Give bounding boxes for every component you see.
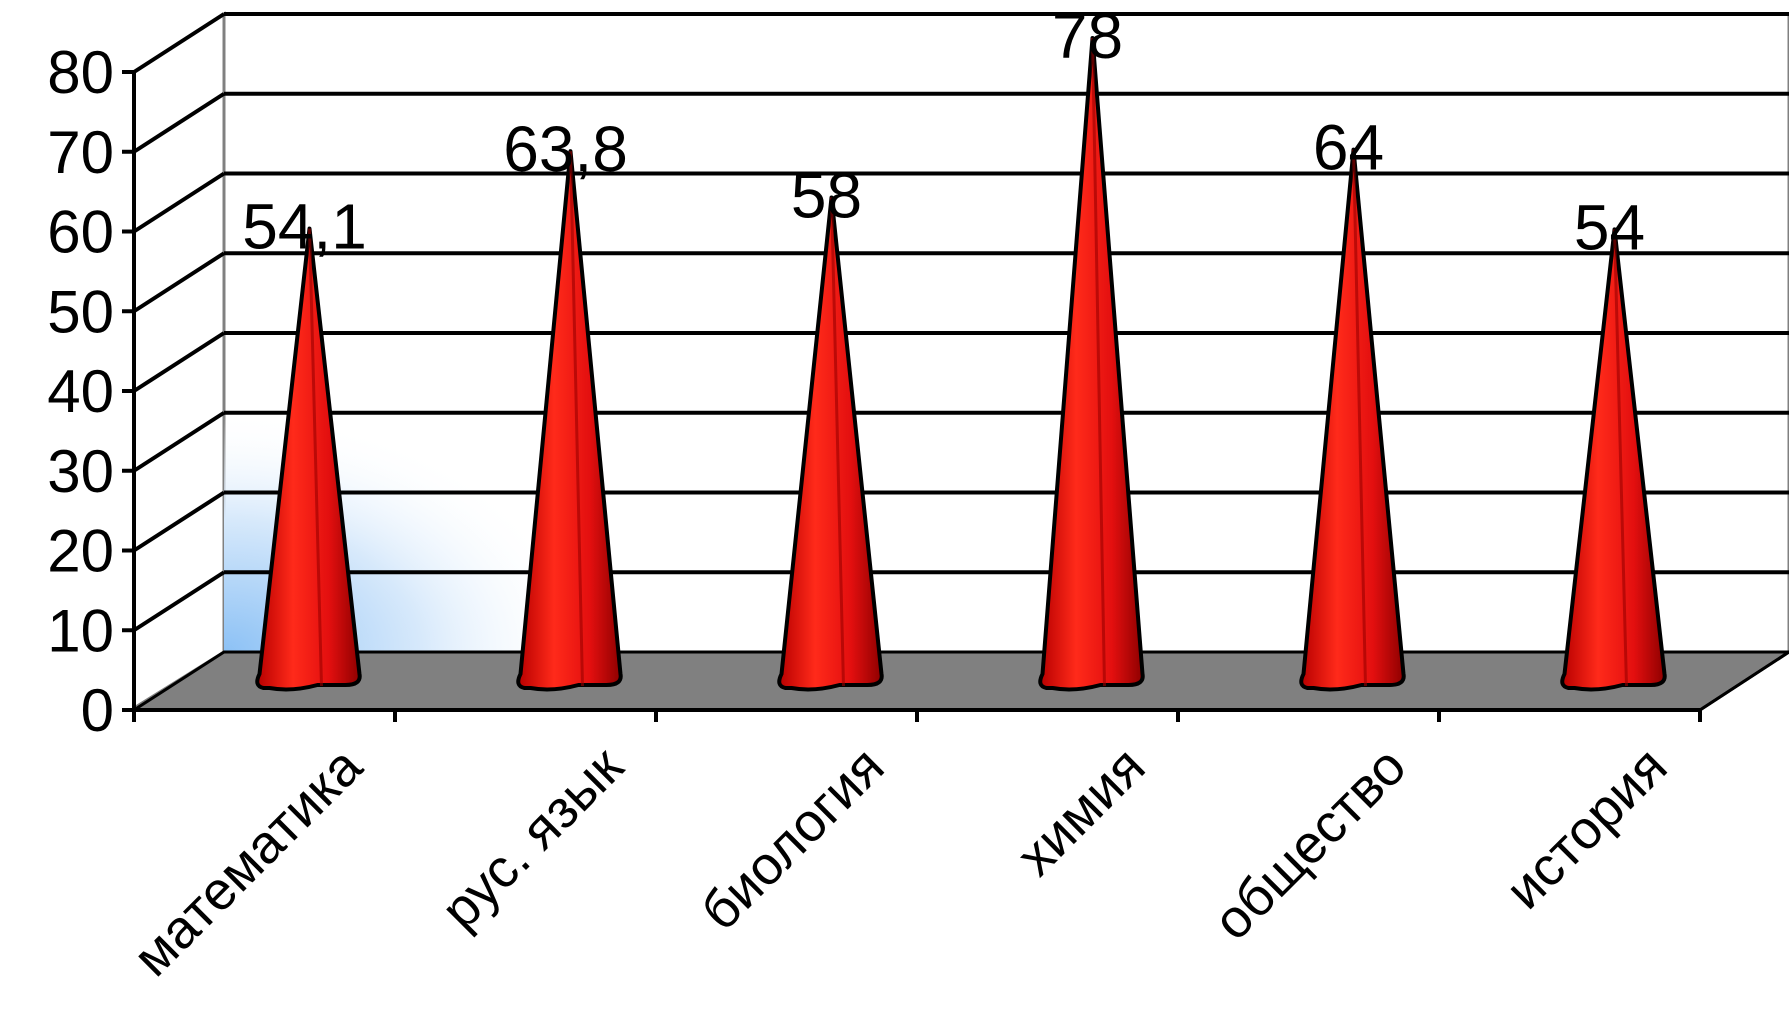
side-gridline-50 (132, 251, 226, 313)
cone-highlight-2 (830, 197, 845, 687)
y-tick-label-60: 60 (47, 199, 114, 266)
category-label-1: рус. язык (430, 736, 635, 941)
data-label-2: 58 (791, 159, 862, 231)
category-labels: математика рус. язык биология химия общество… (122, 735, 1679, 987)
category-label-0: математика (122, 735, 374, 987)
data-label-0: 54,1 (242, 191, 367, 263)
floor (128, 650, 1789, 712)
y-tick-label-20: 20 (47, 518, 114, 585)
cone-highlight-4 (1352, 149, 1367, 687)
cone-highlight-5 (1613, 229, 1628, 687)
cone-2 (777, 195, 884, 692)
cone-5 (1560, 227, 1667, 692)
cone-body-4 (1299, 147, 1406, 692)
y-tick-label-80: 80 (47, 39, 114, 106)
y-ticks: 0 10 20 30 40 50 60 70 80 (47, 39, 134, 744)
cone-body-3 (1038, 35, 1145, 692)
y-tick-label-30: 30 (47, 438, 114, 505)
category-label-3: химия (1005, 736, 1156, 887)
data-label-4: 64 (1313, 112, 1384, 184)
data-label-3: 78 (1052, 0, 1123, 72)
side-gridline-30 (132, 411, 226, 473)
side-gridline-70 (132, 92, 226, 154)
cone-4 (1299, 147, 1406, 692)
data-labels: 54,1 63,8 58 78 64 54 (242, 0, 1645, 263)
cone-body-5 (1560, 227, 1667, 692)
side-gridline-40 (132, 331, 226, 393)
side-gridline-10 (132, 570, 226, 632)
cones (255, 35, 1667, 692)
gridlines (132, 12, 1789, 632)
side-gridline-60 (132, 171, 226, 234)
cone-body-1 (516, 149, 623, 692)
y-tick-label-40: 40 (47, 358, 114, 425)
data-label-1: 63,8 (503, 113, 628, 185)
category-label-4: общество (1202, 736, 1417, 951)
cone-highlight-1 (569, 151, 584, 687)
cone-body-0 (255, 226, 362, 692)
cone-0 (255, 226, 362, 692)
x-ticks (132, 710, 1702, 722)
y-tick-label-0: 0 (81, 677, 114, 744)
cone-highlight-0 (308, 228, 323, 687)
y-tick-label-50: 50 (47, 278, 114, 345)
data-label-5: 54 (1574, 191, 1645, 263)
side-gridline-20 (132, 490, 226, 553)
cone-3 (1038, 35, 1145, 692)
floor-right-edge (1699, 650, 1789, 712)
side-gridline-80 (132, 12, 226, 74)
category-label-5: история (1494, 736, 1678, 920)
y-tick-label-10: 10 (47, 597, 114, 664)
cone-body-2 (777, 195, 884, 692)
category-label-2: биология (690, 736, 896, 942)
y-tick-label-70: 70 (47, 119, 114, 186)
cone-1 (516, 149, 623, 692)
cone-highlight-3 (1091, 37, 1106, 687)
